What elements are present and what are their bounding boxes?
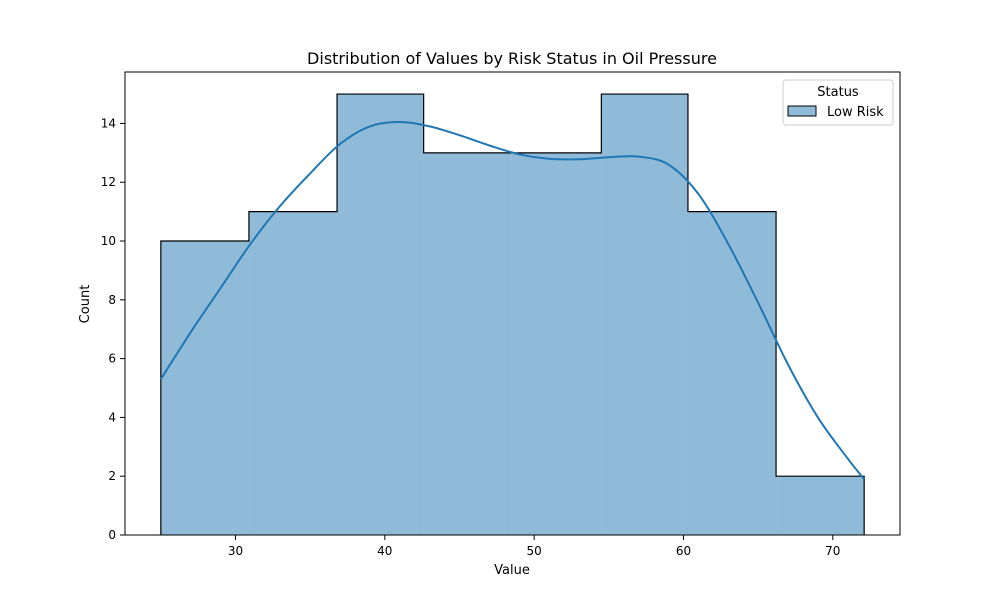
y-axis-ticks: 0 2 4 6 8 10 12 14 bbox=[101, 116, 125, 542]
y-tick-label: 6 bbox=[108, 352, 116, 366]
y-tick-label: 12 bbox=[101, 175, 116, 189]
chart-title: Distribution of Values by Risk Status in… bbox=[307, 49, 717, 68]
legend-title: Status bbox=[817, 85, 859, 100]
plot-frame bbox=[124, 71, 901, 536]
y-tick-label: 2 bbox=[108, 469, 116, 483]
histogram-bar-1 bbox=[160, 241, 249, 536]
histogram-bar-4 bbox=[423, 152, 512, 536]
histogram-bar-8 bbox=[776, 476, 865, 535]
x-tick-label: 60 bbox=[676, 544, 691, 558]
histogram-bar-5 bbox=[511, 152, 602, 536]
histogram-bar-2 bbox=[248, 211, 338, 535]
y-tick-label: 14 bbox=[101, 116, 116, 130]
histogram-bar-3 bbox=[337, 94, 424, 536]
kde-layer bbox=[159, 120, 865, 480]
legend-entry-low-risk: Low Risk bbox=[827, 105, 884, 120]
histogram-bar-6 bbox=[601, 94, 688, 536]
x-tick-label: 70 bbox=[825, 544, 840, 558]
legend: Status Low Risk bbox=[782, 79, 894, 126]
y-tick-label: 8 bbox=[108, 293, 116, 307]
x-tick-label: 40 bbox=[377, 544, 392, 558]
legend-swatch bbox=[787, 105, 817, 117]
x-axis-label: Value bbox=[494, 563, 530, 578]
y-tick-label: 10 bbox=[101, 234, 116, 248]
x-tick-label: 30 bbox=[228, 544, 243, 558]
x-axis-ticks: 30 40 50 60 70 bbox=[228, 535, 840, 558]
y-axis-label: Count bbox=[78, 285, 93, 324]
x-tick-label: 50 bbox=[527, 544, 542, 558]
histogram-bar-7 bbox=[687, 211, 777, 535]
bars-layer bbox=[160, 93, 865, 536]
y-tick-label: 0 bbox=[108, 528, 116, 542]
y-tick-label: 4 bbox=[108, 410, 116, 424]
kde-line-low-risk bbox=[159, 120, 865, 480]
